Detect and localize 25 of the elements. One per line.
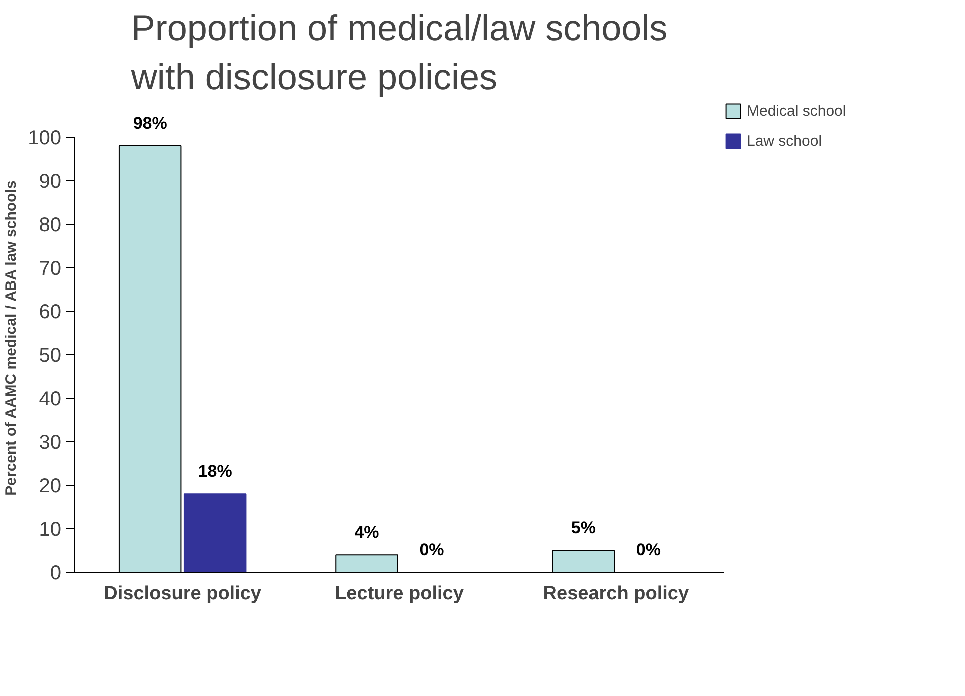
x-tick-label: Research policy	[543, 584, 690, 604]
y-tick-label: 40	[39, 388, 62, 410]
legend-label: Medical school	[747, 102, 848, 120]
data-label: 0%	[420, 540, 444, 560]
y-tick-label: 90	[39, 170, 62, 193]
data-label: 18%	[198, 462, 232, 482]
y-tick-label: 70	[39, 258, 62, 280]
data-label: 98%	[133, 114, 168, 133]
bar	[184, 494, 247, 572]
legend-label: Law school	[747, 132, 824, 150]
y-tick-label: 100	[28, 127, 62, 150]
data-label: 5%	[571, 518, 596, 538]
y-tick-label: 0	[50, 562, 62, 584]
y-tick-label: 20	[39, 475, 62, 498]
y-axis-title: Percent of AAMC medical / ABA law schools	[3, 180, 20, 496]
chart-title: Proportion of medical/law schools with disclosure policies	[130, 7, 668, 98]
y-tick-label: 50	[39, 344, 62, 367]
x-tick-label: Disclosure policy	[104, 584, 262, 604]
data-label: 4%	[354, 523, 380, 542]
y-tick-label: 30	[39, 432, 62, 454]
y-tick-label: 80	[39, 214, 62, 236]
y-tick-label: 60	[39, 301, 62, 324]
data-label: 0%	[636, 540, 661, 560]
x-tick-label: Lecture policy	[335, 584, 464, 604]
y-tick-label: 10	[39, 518, 62, 541]
